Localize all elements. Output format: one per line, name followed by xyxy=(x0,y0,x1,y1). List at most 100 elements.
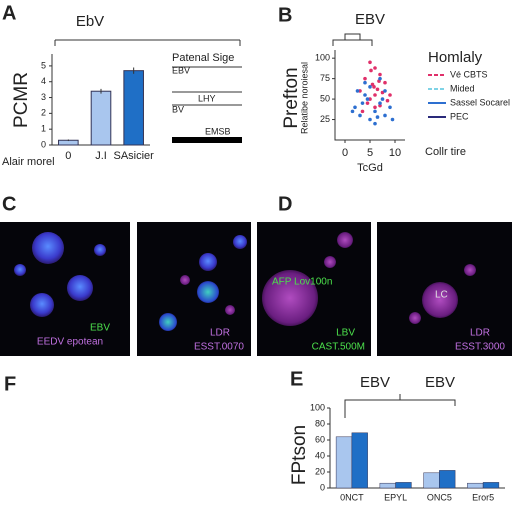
x-tick-label: 10 xyxy=(389,147,401,159)
y-tick-label: 0 xyxy=(320,482,325,492)
point xyxy=(373,121,377,126)
x-tick-label: SAsicier xyxy=(113,150,154,162)
x-axis-label: TcGd xyxy=(357,162,383,174)
chart-title: EBV xyxy=(355,11,385,28)
legend-title: Homlaly xyxy=(428,49,483,66)
point xyxy=(358,113,362,118)
panel-label: F xyxy=(4,373,16,395)
point xyxy=(365,101,370,105)
point xyxy=(378,72,382,77)
panel-label: E xyxy=(290,368,303,390)
y-tick-label: 40 xyxy=(315,450,325,460)
y-tick-label: 2 xyxy=(41,108,46,118)
micrograph-label: CAST.500M xyxy=(312,342,365,353)
point xyxy=(378,101,382,105)
x-tick-label: 0NCT xyxy=(340,492,364,502)
chart-title: EBV xyxy=(360,374,390,391)
bar xyxy=(90,90,112,146)
panel-label: C xyxy=(2,193,16,215)
point xyxy=(363,76,367,81)
micrograph-label: LBV xyxy=(336,328,355,339)
x-tick-label: J.I xyxy=(95,150,107,162)
legend-label: PEC xyxy=(450,111,469,121)
point xyxy=(365,97,370,101)
bar xyxy=(123,70,144,146)
point xyxy=(355,89,360,93)
point xyxy=(363,93,367,97)
micrograph-label: ESST.0070 xyxy=(194,342,244,353)
point xyxy=(378,76,382,81)
point xyxy=(360,109,365,114)
point xyxy=(358,89,362,93)
legend-label: Sassel Socarel xyxy=(450,97,510,107)
micrograph-backgrounds xyxy=(0,222,512,356)
micrograph-label: LDR xyxy=(470,328,490,339)
bar xyxy=(395,482,412,489)
panel-label: A xyxy=(2,2,16,24)
x-tick-label: EPYL xyxy=(384,492,407,502)
point xyxy=(375,87,380,92)
point xyxy=(383,80,387,85)
point xyxy=(375,115,380,119)
bar xyxy=(439,470,456,489)
micrograph-label: LDR xyxy=(210,328,230,339)
legend-label: Vé CBTS xyxy=(450,69,488,79)
point xyxy=(368,85,372,89)
y-tick-label: 75 xyxy=(320,73,330,83)
y-tick-label: 5 xyxy=(41,60,46,70)
point xyxy=(390,117,395,122)
point xyxy=(383,89,387,93)
chart-title: EBV xyxy=(425,374,455,391)
x-tick-label: 0 xyxy=(65,150,71,162)
y-tick-label: 0 xyxy=(41,139,46,149)
point xyxy=(368,117,372,122)
y-tick-label: 100 xyxy=(315,53,330,63)
y-tick-label: 4 xyxy=(41,76,46,86)
point xyxy=(353,105,357,110)
y-tick-label: 80 xyxy=(315,418,325,428)
y-tick-label: 1 xyxy=(41,124,46,134)
micrograph-label: ESST.3000 xyxy=(455,342,505,353)
annotation: Collr tire xyxy=(425,146,466,158)
x-tick-label: ONC5 xyxy=(427,492,452,502)
x-axis-label: Alair morel xyxy=(2,156,55,168)
point xyxy=(368,60,372,65)
bar xyxy=(379,482,396,489)
point xyxy=(372,85,376,89)
point xyxy=(368,97,372,101)
point xyxy=(388,105,392,110)
micrograph-label: EBV xyxy=(90,323,110,334)
point xyxy=(373,109,377,114)
side-bar xyxy=(172,137,242,143)
point xyxy=(380,97,385,101)
side-title: Patenal Sige xyxy=(172,52,234,64)
y-axis-label: Prefton xyxy=(281,67,302,128)
bracket xyxy=(332,33,373,46)
point xyxy=(360,101,365,105)
bracket xyxy=(344,394,456,418)
x-tick-label: 5 xyxy=(367,147,373,159)
y-axis-label: Relatibe noroiesal xyxy=(299,62,309,134)
point xyxy=(373,93,377,97)
y-axis-label: PCMR xyxy=(11,72,32,128)
bar xyxy=(423,472,440,489)
bar xyxy=(482,482,500,489)
micrograph-label: EEDV epotean xyxy=(37,337,103,348)
y-tick-label: 100 xyxy=(310,402,325,412)
panel-label: D xyxy=(278,193,292,215)
y-tick-label: 50 xyxy=(320,93,330,103)
side-label: EMSB xyxy=(205,126,231,136)
x-tick-label: 0 xyxy=(342,147,348,159)
x-tick-label: Eror5 xyxy=(472,492,494,502)
bar xyxy=(335,436,353,489)
chart-title: EbV xyxy=(76,13,104,30)
point xyxy=(385,98,390,103)
bar xyxy=(467,482,484,489)
micrograph-label: LC xyxy=(435,290,448,301)
legend-label: Mided xyxy=(450,83,475,93)
axes xyxy=(334,50,405,141)
bar xyxy=(351,432,368,489)
y-axis-label: FPtson xyxy=(289,425,310,485)
point xyxy=(369,68,373,73)
